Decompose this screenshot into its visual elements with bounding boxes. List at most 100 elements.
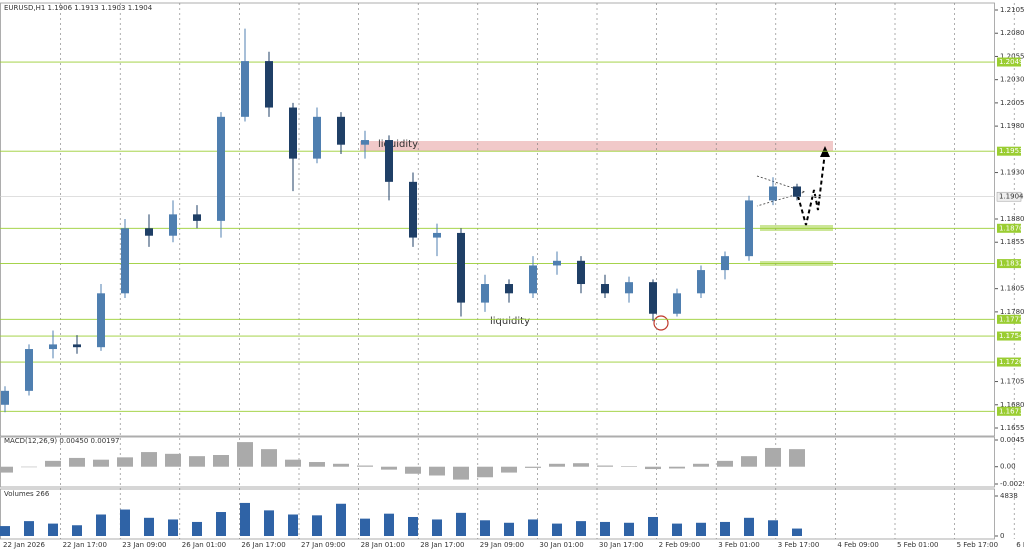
volume-bar: [672, 523, 682, 536]
level-tag: [997, 314, 1021, 324]
macd-tick-label: -0.00295: [1000, 480, 1024, 488]
candle-body: [649, 282, 657, 314]
volume-bar: [720, 521, 730, 536]
candle-body: [289, 107, 297, 159]
current-price-label: 1.1904: [999, 193, 1024, 201]
x-tick-label: 4 Feb 09:00: [837, 541, 878, 549]
x-tick-label: 26 Jan 01:00: [182, 541, 226, 549]
y-tick-label: 1.2005: [1000, 99, 1024, 107]
macd-bar: [429, 466, 445, 476]
volume-bar: [96, 514, 106, 536]
volume-bar: [384, 513, 394, 536]
macd-bar: [717, 460, 733, 467]
volume-bar: [120, 509, 130, 536]
y-tick-label: 1.2080: [1000, 29, 1024, 37]
volume-tick-label: 0: [1000, 532, 1004, 540]
x-tick-label: 5 Feb 01:00: [897, 541, 938, 549]
candle-body: [313, 116, 321, 159]
macd-bar: [597, 465, 613, 467]
level-label: 1.1832: [999, 260, 1024, 268]
level-label: 1.2049: [999, 58, 1024, 66]
macd-bar: [45, 460, 61, 467]
y-tick-label: 1.1780: [1000, 308, 1024, 316]
x-tick-label: 22 Jan 2026: [3, 541, 46, 549]
level-tag: [997, 406, 1021, 416]
macd-bar: [213, 454, 229, 467]
candle-body: [673, 293, 681, 314]
y-tick-label: 1.2030: [1000, 76, 1024, 84]
macd-bar: [165, 453, 181, 467]
y-tick-label: 1.1680: [1000, 401, 1024, 409]
macd-bar: [405, 466, 421, 474]
annotation: liquidity: [490, 316, 530, 327]
volume-bar: [480, 520, 490, 536]
current-price-tag: [996, 191, 1022, 202]
candle-body: [385, 140, 393, 182]
macd-bar: [357, 465, 373, 467]
macd-bar: [477, 466, 493, 478]
level-label: 1.1953: [999, 147, 1024, 155]
macd-bar: [669, 466, 685, 469]
candle-body: [601, 284, 609, 294]
candle-body: [265, 61, 273, 108]
volume-bar: [456, 512, 466, 536]
candle-body: [505, 284, 513, 294]
candle-body: [625, 282, 633, 294]
volume-bar: [768, 520, 778, 536]
volume-bar: [360, 518, 370, 536]
volume-bar: [72, 525, 82, 536]
macd-bar: [69, 457, 85, 467]
candle-body: [577, 260, 585, 285]
x-tick-label: 28 Jan 17:00: [420, 541, 464, 549]
candle-body: [1, 390, 9, 405]
macd-bar: [621, 466, 637, 467]
volume-bar: [0, 526, 10, 536]
candle-body: [25, 349, 33, 391]
macd-bar: [741, 456, 757, 467]
y-tick-label: 1.1705: [1000, 378, 1024, 386]
volume-bar: [192, 521, 202, 536]
forecast-arrow: [797, 151, 826, 226]
volume-bar: [792, 528, 802, 536]
macd-bar: [381, 466, 397, 470]
candle-body: [721, 256, 729, 271]
candle-body: [169, 214, 177, 236]
candle-body: [361, 140, 369, 145]
macd-bar: [237, 442, 253, 467]
volume-bar: [312, 515, 322, 536]
candle-body: [529, 265, 537, 294]
volume-tick-label: 4838: [1000, 492, 1018, 500]
volume-bar: [408, 516, 418, 536]
y-tick-label: 1.1855: [1000, 238, 1024, 246]
x-tick-label: 30 Jan 01:00: [539, 541, 583, 549]
candle-body: [49, 344, 57, 350]
x-tick-label: 6 Feb 09:00: [1016, 541, 1024, 549]
level-tag: [997, 331, 1021, 341]
volume-bar: [648, 516, 658, 536]
candle-body: [193, 214, 201, 221]
macd-bar: [333, 463, 349, 467]
y-tick-label: 1.1880: [1000, 215, 1024, 223]
level-tag: [997, 223, 1021, 233]
candle-body: [745, 200, 753, 257]
volume-bar: [744, 517, 754, 536]
macd-bar: [693, 463, 709, 467]
x-tick-label: 30 Jan 17:00: [599, 541, 643, 549]
volume-bar: [240, 502, 250, 536]
candle-body: [241, 61, 249, 117]
level-label: 1.1673: [999, 407, 1024, 415]
volume-bar: [264, 510, 274, 536]
x-tick-label: 3 Feb 01:00: [718, 541, 759, 549]
x-tick-label: 2 Feb 09:00: [659, 541, 700, 549]
volume-bar: [288, 514, 298, 536]
macd-bar: [309, 462, 325, 467]
candle-body: [793, 186, 801, 197]
level-tag: [997, 357, 1021, 367]
level-label: 1.1772: [999, 315, 1024, 323]
macd-bar: [93, 459, 109, 467]
candle-body: [481, 284, 489, 303]
candle-body: [769, 186, 777, 201]
volume-bar: [216, 512, 226, 536]
macd-bar: [0, 466, 13, 473]
